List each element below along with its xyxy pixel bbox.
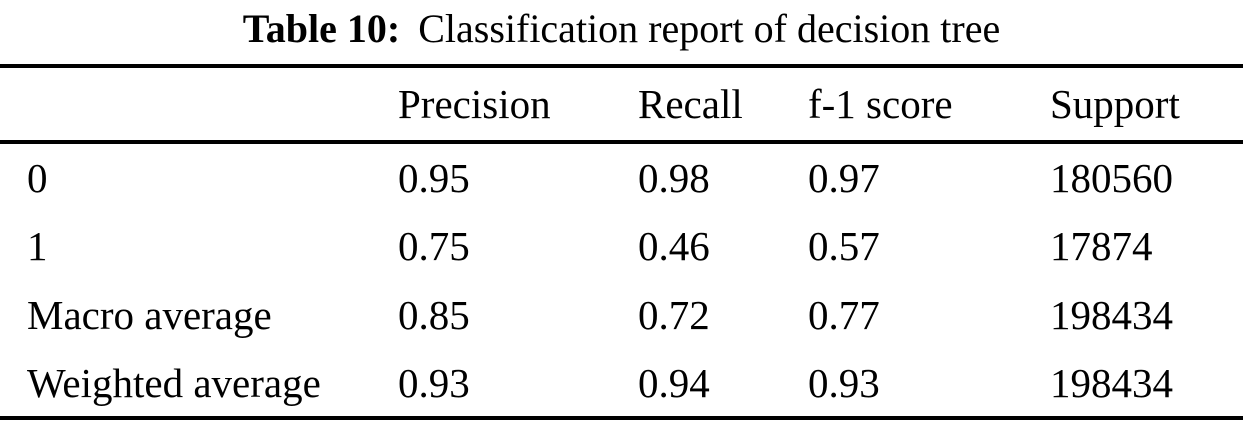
cell-support: 180560: [1050, 154, 1173, 201]
col-header-f1-score: f-1 score: [808, 81, 953, 127]
cell-precision: 0.75: [398, 222, 470, 269]
cell-support: 198434: [1050, 291, 1173, 338]
cell-support: 17874: [1050, 222, 1153, 269]
cell-f1-score: 0.97: [808, 154, 880, 201]
col-header-empty: [0, 66, 388, 142]
header-row: Precision Recall f-1 score Support: [0, 66, 1243, 142]
row-label: Weighted average: [27, 359, 321, 406]
row-label: Macro average: [27, 291, 272, 338]
table-caption: Table 10: Classification report of decis…: [0, 0, 1243, 64]
table-row-class-1: 1 0.75 0.46 0.57 17874: [0, 211, 1243, 280]
cell-recall: 0.72: [638, 291, 710, 338]
cell-f1-score: 0.77: [808, 291, 880, 338]
cell-precision: 0.85: [398, 291, 470, 338]
col-header-recall: Recall: [638, 81, 743, 127]
classification-report-table: Precision Recall f-1 score Support 0 0.9…: [0, 64, 1243, 420]
cell-f1-score: 0.93: [808, 359, 880, 406]
cell-support: 198434: [1050, 359, 1173, 406]
cell-precision: 0.95: [398, 154, 470, 201]
row-label: 1: [27, 222, 48, 269]
col-header-precision: Precision: [398, 81, 551, 127]
cell-f1-score: 0.57: [808, 222, 880, 269]
table-row-weighted-average: Weighted average 0.93 0.94 0.93 198434: [0, 349, 1243, 418]
row-label: 0: [27, 154, 48, 201]
table-row-macro-average: Macro average 0.85 0.72 0.77 198434: [0, 280, 1243, 349]
caption-label: Table 10:: [242, 6, 401, 51]
table-row-class-0: 0 0.95 0.98 0.97 180560: [0, 142, 1243, 211]
cell-precision: 0.93: [398, 359, 470, 406]
caption-text: Classification report of decision tree: [418, 6, 1001, 51]
cell-recall: 0.46: [638, 222, 710, 269]
cell-recall: 0.98: [638, 154, 710, 201]
col-header-support: Support: [1050, 81, 1180, 127]
cell-recall: 0.94: [638, 359, 710, 406]
